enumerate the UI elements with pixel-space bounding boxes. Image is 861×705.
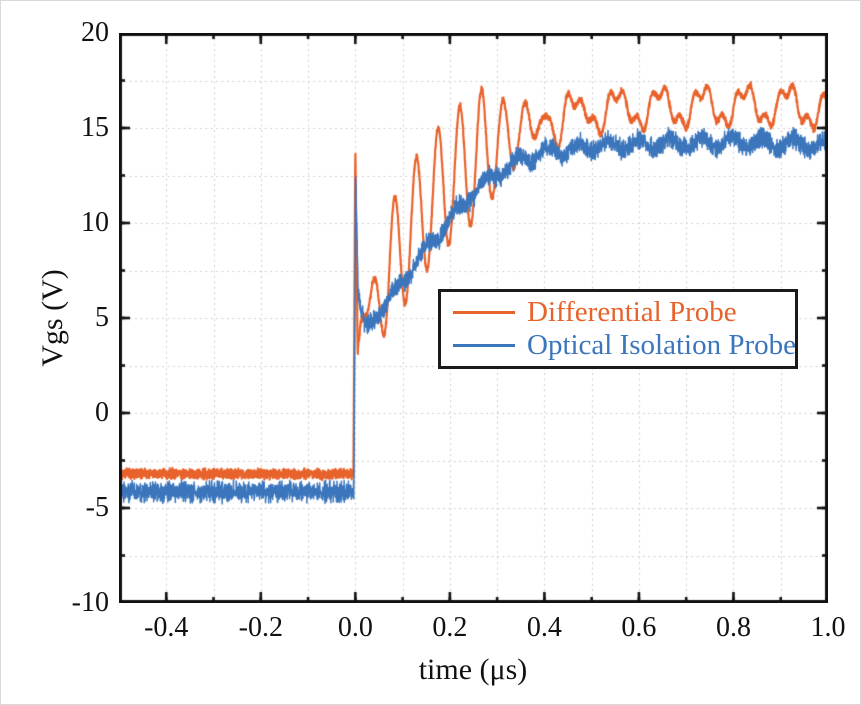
legend: Differential Probe Optical Isolation Pro… [438,289,798,369]
x-tick-label: -0.2 [238,612,283,643]
y-tick-label: 10 [81,207,109,238]
legend-item-differential-probe: Differential Probe [453,295,785,328]
legend-line-sample-differential [453,310,515,314]
x-tick-label: -0.4 [144,612,189,643]
x-tick-label: 0.4 [526,612,562,643]
y-tick-label: 15 [81,112,109,143]
y-tick-label: -5 [85,492,109,523]
legend-item-optical-isolation-probe: Optical Isolation Probe [453,330,796,361]
y-tick-label: 20 [81,17,109,48]
y-tick-label: 5 [95,302,109,333]
y-tick-label: 0 [95,397,109,428]
x-tick-label: 0.0 [337,612,373,643]
x-tick-label: 0.2 [432,612,468,643]
legend-label-optical: Optical Isolation Probe [527,329,797,362]
legend-line-sample-optical [453,344,515,348]
x-tick-label: 0.6 [621,612,657,643]
legend-label-differential: Differential Probe [527,295,737,328]
x-axis-title: time (μs) [418,653,528,686]
x-tick-label: 1.0 [810,612,846,643]
y-tick-label: -10 [71,587,109,618]
x-tick-label: 0.8 [715,612,751,643]
